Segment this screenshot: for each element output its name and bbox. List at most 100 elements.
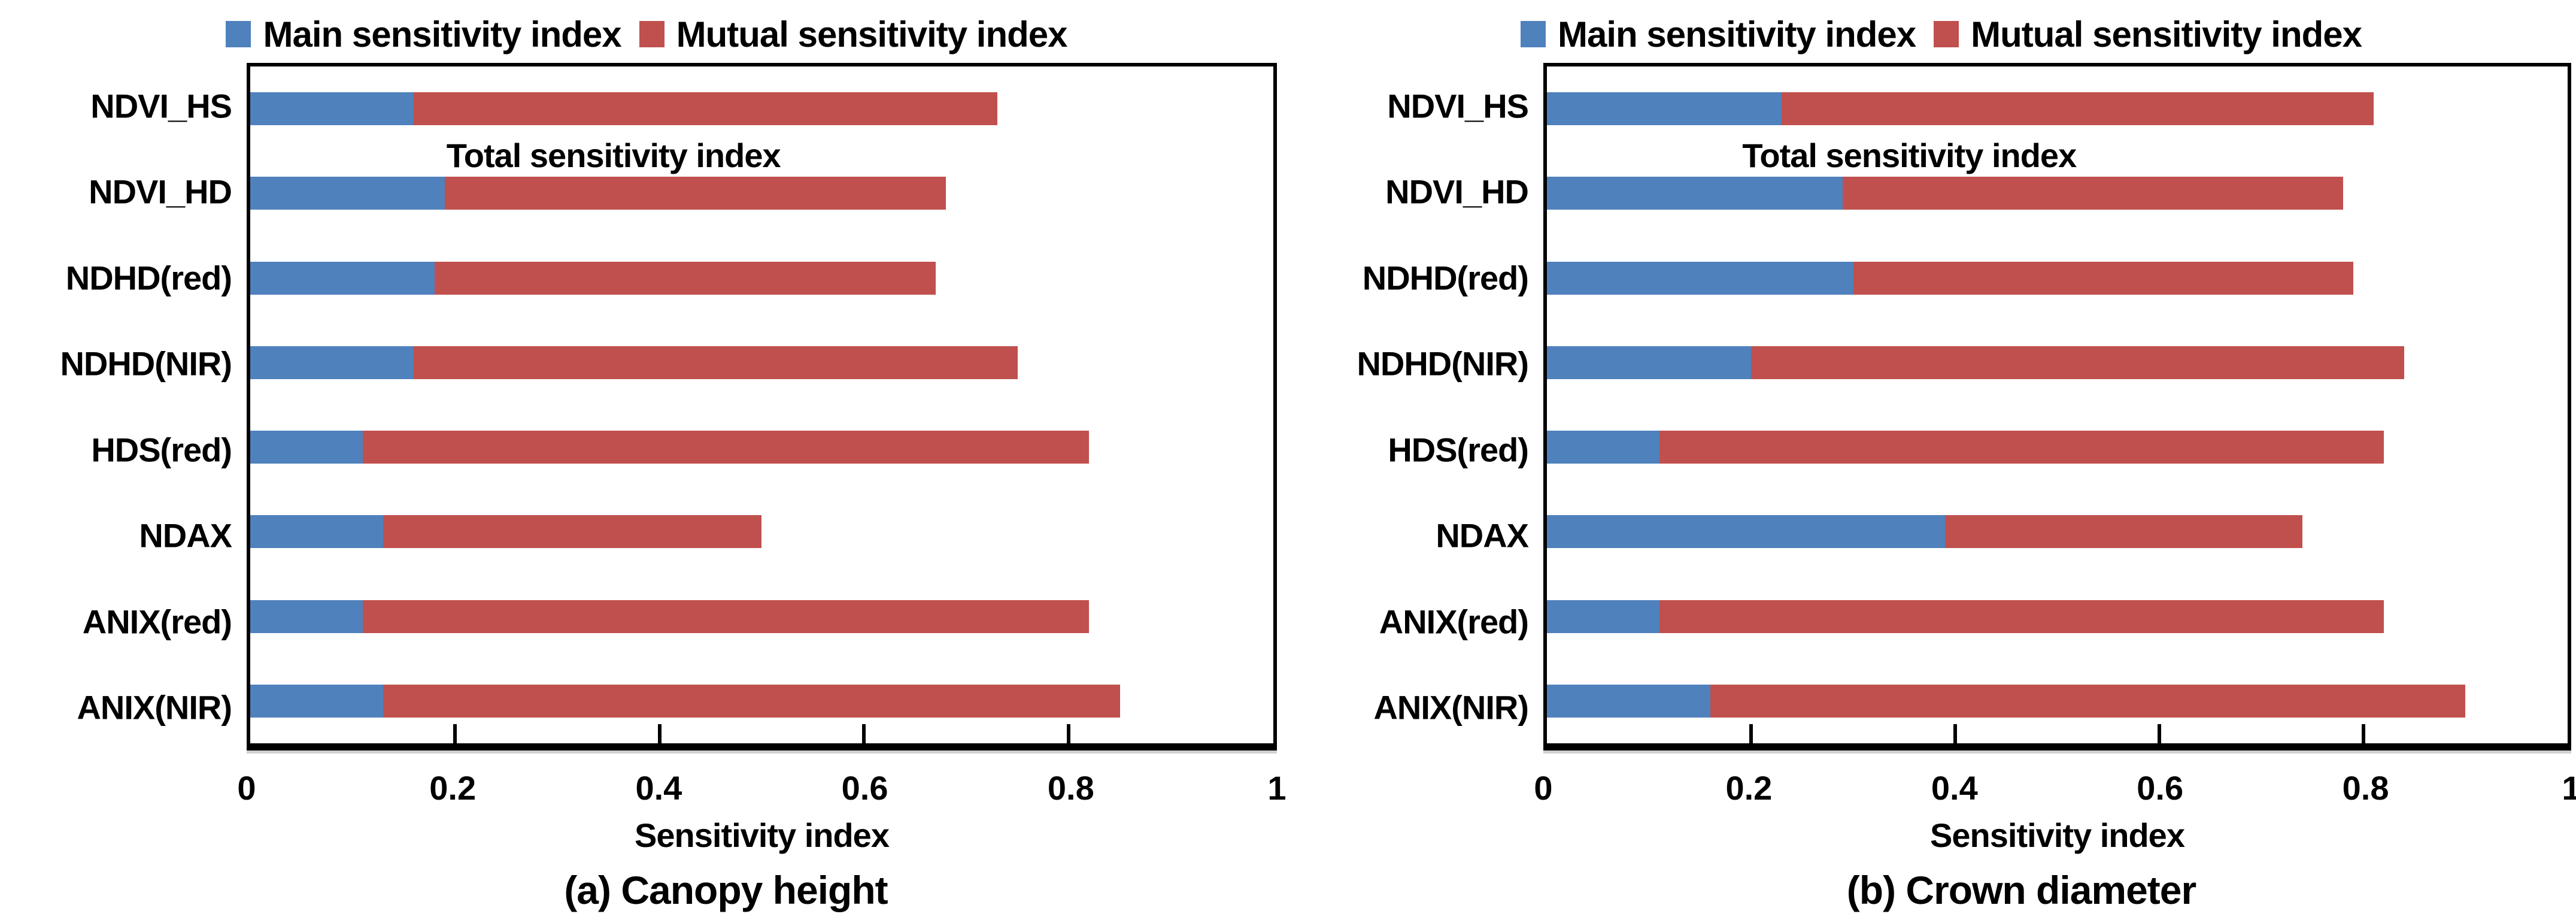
bar-segment-main — [1547, 684, 1710, 718]
bar-segment-main — [1547, 261, 1853, 295]
bar-row — [250, 405, 1273, 489]
bar-row — [250, 320, 1273, 405]
category-label: ANIX(NIR) — [77, 688, 232, 727]
x-axis-tick — [453, 724, 457, 743]
bar-row — [1547, 659, 2568, 743]
legend-item: Mutual sensitivity index — [639, 14, 1067, 55]
legend-label: Mutual sensitivity index — [1971, 14, 2362, 55]
category-label: NDHD(NIR) — [60, 344, 232, 383]
plot-area: Total sensitivity index — [1543, 63, 2571, 750]
x-tick-label: 1 — [1267, 769, 1287, 807]
category-label: ANIX(red) — [82, 603, 232, 641]
bar-segment-main — [1547, 515, 1945, 549]
x-axis-title: Sensitivity index — [1930, 816, 2185, 854]
bar-segment-main — [250, 92, 414, 126]
category-label: NDAX — [1436, 516, 1529, 555]
x-axis-tick — [657, 724, 662, 743]
x-tick-label: 0.8 — [2342, 769, 2389, 807]
bar-row — [1547, 574, 2568, 659]
bar-segment-main — [250, 600, 363, 633]
panel-caption: (a) Canopy height — [564, 868, 888, 912]
category-label: HDS(red) — [91, 431, 232, 469]
bar-row — [250, 66, 1273, 151]
legend-swatch-mutual — [1934, 21, 1959, 47]
x-tick-label: 0.2 — [429, 769, 477, 807]
plot-inner-title: Total sensitivity index — [1742, 137, 2077, 174]
bar-segment-mutual — [1659, 431, 2384, 464]
bar-row — [250, 574, 1273, 659]
bar-segment-mutual — [362, 431, 1090, 464]
bar-row — [1547, 405, 2568, 489]
bar-row — [250, 659, 1273, 743]
bar-segment-mutual — [444, 177, 946, 210]
category-label: NDHD(red) — [65, 259, 232, 297]
bars-container — [250, 66, 1273, 743]
y-axis-labels: NDVI_HS NDVI_HD NDHD(red) NDHD(NIR) HDS(red)… — [12, 63, 232, 750]
category-label: NDHD(NIR) — [1357, 344, 1529, 383]
x-axis-tick — [1749, 724, 1753, 743]
plot-inner-title: Total sensitivity index — [446, 137, 781, 174]
bar-segment-mutual — [383, 684, 1120, 718]
bar-segment-mutual — [362, 600, 1090, 633]
legend-swatch-mutual — [639, 21, 665, 47]
legend-item: Main sensitivity index — [226, 14, 622, 55]
x-axis-tick — [862, 724, 866, 743]
bar-segment-mutual — [1853, 261, 2353, 295]
bar-segment-main — [250, 684, 384, 718]
bar-segment-mutual — [1710, 684, 2466, 718]
x-tick-label: 0.4 — [1931, 769, 1978, 807]
bar-row — [250, 489, 1273, 574]
bar-row — [1547, 236, 2568, 320]
bar-segment-main — [1547, 600, 1659, 633]
legend: Main sensitivity index Mutual sensitivity… — [1311, 8, 2571, 60]
bar-segment-main — [1547, 177, 1843, 210]
bar-row — [1547, 489, 2568, 574]
bar-row — [1547, 151, 2568, 235]
x-tick-labels: 0 0.2 0.4 0.6 0.8 1 — [1534, 768, 2576, 810]
panel-caption: (b) Crown diameter — [1846, 868, 2196, 912]
legend-label: Main sensitivity index — [1557, 14, 1916, 55]
category-label: NDAX — [139, 516, 232, 555]
category-label: NDVI_HS — [1387, 87, 1529, 125]
bar-segment-mutual — [1944, 515, 2302, 549]
legend-label: Mutual sensitivity index — [676, 14, 1068, 55]
legend: Main sensitivity index Mutual sensitivity… — [18, 8, 1275, 60]
category-label: HDS(red) — [1388, 431, 1529, 469]
legend-item: Main sensitivity index — [1520, 14, 1916, 55]
bar-segment-mutual — [1659, 600, 2384, 633]
x-axis-tick — [2158, 724, 2161, 743]
category-label: NDVI_HS — [90, 87, 232, 125]
bar-row — [250, 151, 1273, 235]
x-tick-label: 0 — [1534, 769, 1553, 807]
bar-segment-main — [250, 431, 363, 464]
bar-segment-mutual — [1843, 177, 2343, 210]
legend-item: Mutual sensitivity index — [1934, 14, 2362, 55]
category-label: NDVI_HD — [89, 173, 232, 211]
category-label: NDHD(red) — [1362, 259, 1529, 297]
y-axis-labels: NDVI_HS NDVI_HD NDHD(red) NDHD(NIR) HDS(red)… — [1305, 63, 1529, 750]
category-label: NDVI_HD — [1385, 173, 1529, 211]
x-tick-label: 0.8 — [1047, 769, 1094, 807]
bar-segment-main — [1547, 346, 1751, 379]
x-axis-tick — [1067, 724, 1071, 743]
x-axis-tick — [1953, 724, 1957, 743]
x-tick-label: 0.6 — [2137, 769, 2184, 807]
x-tick-label: 1 — [2562, 769, 2576, 807]
bar-segment-mutual — [383, 515, 762, 549]
bar-segment-main — [250, 177, 445, 210]
bar-segment-main — [1547, 431, 1659, 464]
bar-segment-main — [250, 346, 414, 379]
bar-segment-mutual — [434, 261, 936, 295]
x-tick-label: 0.6 — [841, 769, 888, 807]
bar-row — [1547, 320, 2568, 405]
x-tick-label: 0.2 — [1725, 769, 1773, 807]
bar-segment-main — [1547, 92, 1782, 126]
x-tick-labels: 0 0.2 0.4 0.6 0.8 1 — [237, 768, 1286, 810]
category-label: ANIX(NIR) — [1373, 688, 1529, 727]
legend-swatch-main — [1520, 21, 1546, 47]
x-tick-label: 0.4 — [635, 769, 682, 807]
legend-label: Main sensitivity index — [263, 14, 621, 55]
